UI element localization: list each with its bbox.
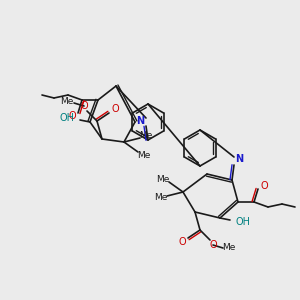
Text: OH: OH bbox=[236, 217, 251, 227]
Text: O: O bbox=[111, 104, 119, 114]
Text: O: O bbox=[178, 237, 186, 247]
Text: Me: Me bbox=[156, 175, 170, 184]
Text: Me: Me bbox=[60, 98, 74, 106]
Text: Me: Me bbox=[137, 151, 151, 160]
Text: O: O bbox=[80, 101, 88, 111]
Text: Me: Me bbox=[222, 244, 236, 253]
Text: OH: OH bbox=[59, 113, 74, 123]
Text: O: O bbox=[68, 111, 76, 121]
Text: Me: Me bbox=[139, 130, 153, 140]
Text: O: O bbox=[209, 240, 217, 250]
Text: N: N bbox=[235, 154, 243, 164]
Text: Me: Me bbox=[154, 194, 168, 202]
Text: O: O bbox=[260, 181, 268, 191]
Text: N: N bbox=[136, 116, 144, 126]
